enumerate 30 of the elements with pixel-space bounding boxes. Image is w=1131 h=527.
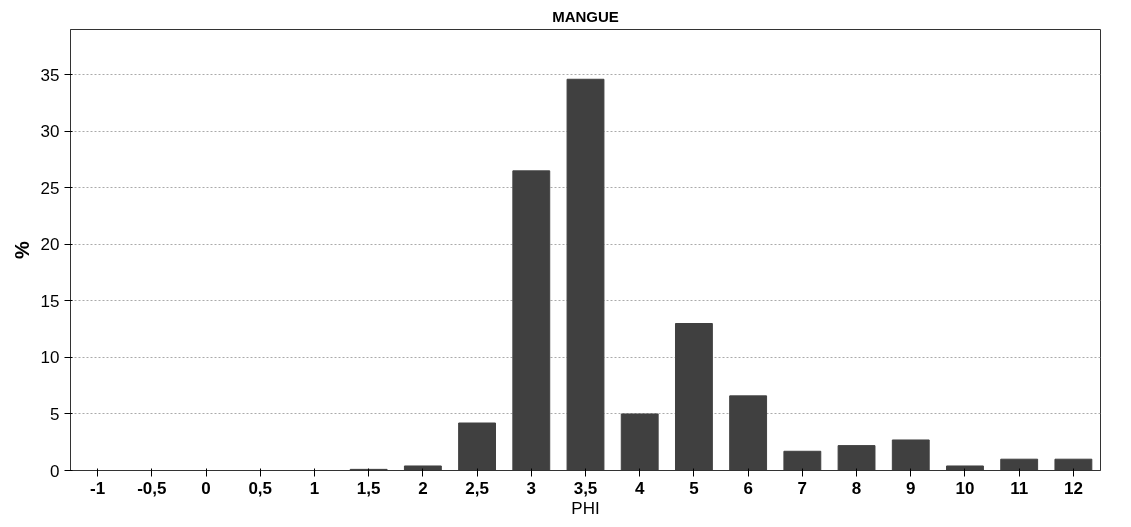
y-tick-label: 10 — [40, 348, 60, 368]
x-tick-label: 3,5 — [573, 478, 598, 498]
y-tick-label: 5 — [50, 404, 60, 424]
x-tick-label: 6 — [743, 478, 753, 498]
x-tick-label: 9 — [906, 478, 916, 498]
x-tick-label: 4 — [634, 478, 645, 498]
y-tick-label: 30 — [40, 122, 60, 142]
x-tick-label: 7 — [797, 478, 808, 498]
y-tick-label: 20 — [40, 235, 60, 255]
y-tick-label: 25 — [40, 178, 60, 198]
y-tick-label: 0 — [50, 461, 60, 481]
x-tick-label: -0,5 — [137, 478, 167, 498]
x-tick-label: 2,5 — [465, 478, 489, 498]
x-tick-label: 0 — [201, 478, 211, 498]
y-axis-title: % — [10, 240, 33, 259]
x-tick-label: 11 — [1010, 478, 1029, 498]
x-tick-label: 2 — [418, 478, 428, 498]
x-tick-label: 10 — [955, 478, 975, 498]
x-tick-label: 0,5 — [248, 478, 273, 498]
y-tick-label: 15 — [40, 291, 60, 311]
x-axis-title: PHI — [571, 498, 600, 518]
y-tick-label: 35 — [40, 65, 60, 85]
x-tick-label: 8 — [851, 478, 862, 498]
chart-title: MANGUE — [552, 7, 619, 25]
x-tick-label: 5 — [689, 478, 699, 498]
x-tick-label: -1 — [90, 478, 106, 498]
x-tick-label: 1,5 — [356, 478, 381, 498]
x-tick-label: 1 — [309, 478, 320, 498]
x-tick-label: 12 — [1063, 478, 1083, 498]
x-tick-label: 3 — [526, 478, 537, 498]
